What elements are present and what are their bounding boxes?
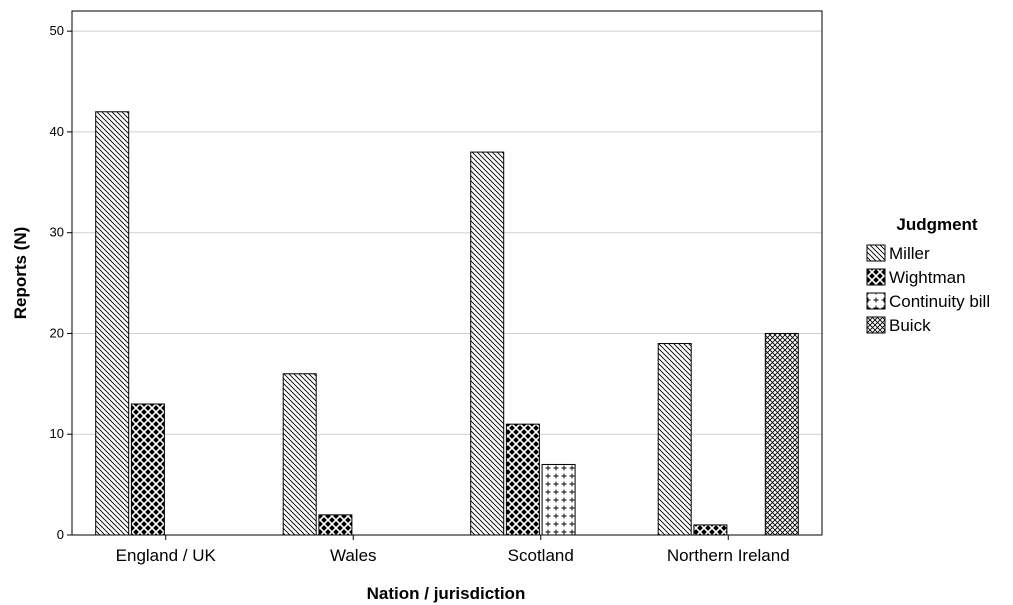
legend-swatch [866, 316, 886, 334]
legend-label: Continuity bill [889, 292, 990, 311]
x-category-label: Scotland [508, 546, 574, 565]
bar-miller [657, 343, 692, 536]
legend-swatch [866, 244, 886, 262]
bar-continuity-bill [541, 463, 576, 536]
y-axis-title: Reports (N) [11, 227, 30, 320]
bar-wightman [693, 524, 728, 536]
bar-wightman [130, 403, 165, 536]
bars [95, 111, 799, 536]
gridlines [72, 30, 822, 435]
bar-miller [470, 151, 505, 536]
x-category-label: England / UK [116, 546, 217, 565]
x-category-label: Northern Ireland [667, 546, 790, 565]
bar-miller [95, 111, 130, 536]
y-tick-label: 50 [50, 23, 64, 38]
x-category-label: Wales [330, 546, 377, 565]
legend-label: Miller [889, 244, 930, 263]
bar-miller [282, 373, 317, 536]
bar-wightman [505, 423, 540, 536]
y-tick-label: 20 [50, 325, 64, 340]
x-axis-title: Nation / jurisdiction [367, 584, 526, 603]
y-tick-label: 0 [57, 527, 64, 542]
y-tick-label: 40 [50, 124, 64, 139]
bar-buick [764, 332, 799, 536]
legend-swatch [866, 292, 886, 310]
y-tick-label: 10 [50, 426, 64, 441]
legend-swatch [866, 268, 886, 286]
y-axis: 0 10 20 30 40 50 [50, 23, 72, 542]
y-tick-label: 30 [50, 225, 64, 240]
legend-label: Buick [889, 316, 931, 335]
legend-label: Wightman [889, 268, 966, 287]
x-axis: England / UK Wales Scotland Northern Irelan… [116, 535, 790, 565]
legend-title: Judgment [896, 215, 978, 234]
bar-wightman [318, 514, 353, 536]
plot-frame [71, 10, 823, 536]
legend: Judgment Miller Wightman Continuity bill Bu… [866, 215, 990, 335]
